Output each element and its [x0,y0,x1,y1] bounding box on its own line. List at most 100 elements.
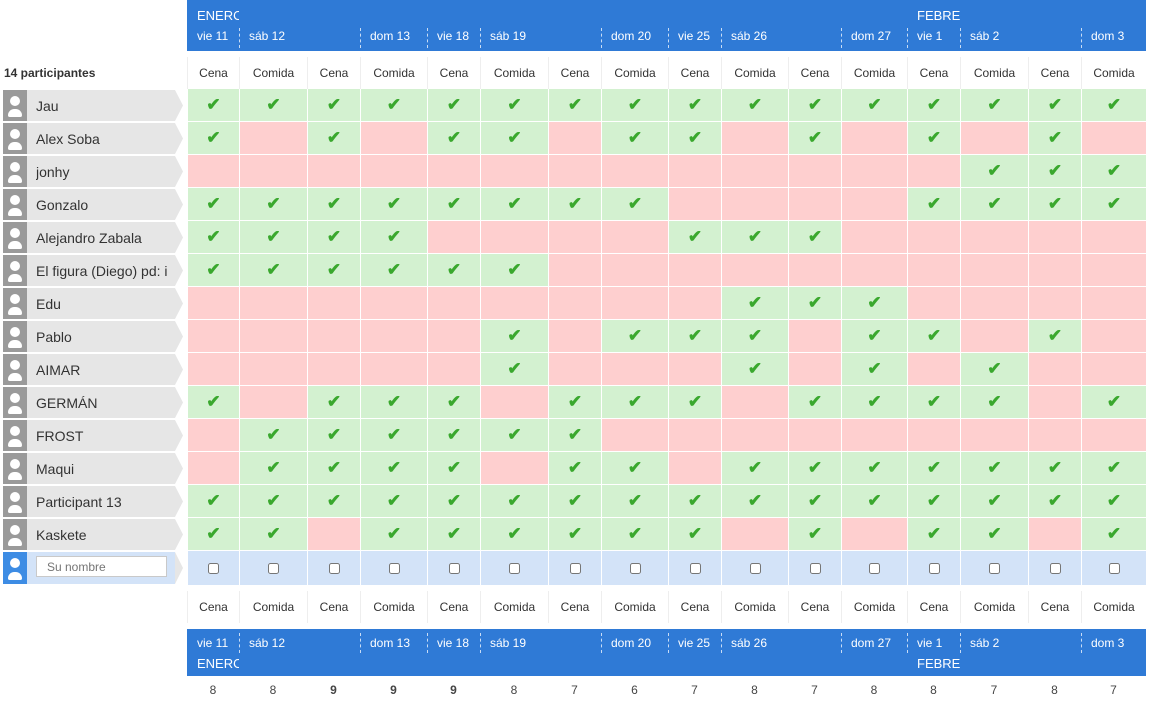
vote-checkbox[interactable] [749,562,761,574]
vote-yes-cell: ✔ [601,518,668,551]
vote-checkbox[interactable] [809,562,821,574]
vote-checkbox[interactable] [689,562,701,574]
footer-day-cell: sáb 19 [480,629,548,676]
vote-checkbox-cell[interactable] [1028,551,1081,585]
header-day-cell: sáb 12 [239,0,307,51]
participant-name-cell[interactable]: Gonzalo [0,188,187,221]
participant-name-cell[interactable]: Participant 13 [0,485,187,518]
vote-checkbox[interactable] [448,562,460,574]
vote-yes-cell: ✔ [480,353,548,386]
check-icon: ✔ [987,458,1002,477]
participant-name-cell[interactable]: Pablo [0,320,187,353]
check-icon: ✔ [687,491,703,510]
check-icon: ✔ [266,491,281,510]
vote-checkbox[interactable] [569,562,581,574]
check-icon: ✔ [386,95,402,114]
vote-yes-cell: ✔ [788,452,841,485]
vote-no-cell [721,518,788,551]
participant-name-cell[interactable]: Edu [0,287,187,320]
vote-no-cell [841,155,907,188]
vote-checkbox[interactable] [989,562,1000,574]
vote-checkbox[interactable] [869,562,880,574]
vote-yes-cell: ✔ [841,353,907,386]
vote-checkbox-cell[interactable] [187,551,239,585]
participant-name-cell[interactable]: GERMÁN [0,386,187,419]
vote-checkbox-cell[interactable] [427,551,480,585]
vote-checkbox-cell[interactable] [960,551,1028,585]
vote-yes-cell: ✔ [307,188,360,221]
participant-name-cell[interactable]: jonhy [0,155,187,188]
vote-yes-cell: ✔ [548,188,601,221]
vote-checkbox-cell[interactable] [601,551,668,585]
vote-yes-cell: ✔ [187,386,239,419]
user-avatar-icon [3,354,27,385]
vote-no-cell [788,155,841,188]
vote-checkbox[interactable] [208,562,219,574]
day-label: dom 20 [611,29,652,43]
vote-no-cell [187,287,239,320]
vote-yes-cell: ✔ [1028,122,1081,155]
day-label: sáb 12 [249,636,286,650]
vote-no-cell [360,155,427,188]
day-label: sáb 12 [249,29,286,43]
vote-no-cell [1028,353,1081,386]
header-day-cell: sáb 26 [721,0,788,51]
day-label: vie 11 [197,636,229,650]
vote-checkbox-cell[interactable] [548,551,601,585]
vote-no-cell [841,254,907,287]
vote-checkbox[interactable] [928,562,940,574]
participant-tab [3,90,175,121]
vote-checkbox[interactable] [1108,562,1120,574]
check-icon: ✔ [987,359,1002,378]
check-icon: ✔ [206,491,221,510]
vote-checkbox-cell[interactable] [668,551,721,585]
vote-checkbox-cell[interactable] [788,551,841,585]
vote-checkbox-cell[interactable] [841,551,907,585]
vote-checkbox-cell[interactable] [1081,551,1146,585]
day-label: dom 27 [851,29,892,43]
participant-name-cell[interactable]: AIMAR [0,353,187,386]
vote-checkbox-cell[interactable] [907,551,960,585]
check-icon: ✔ [1047,326,1063,345]
check-icon: ✔ [867,458,882,477]
meal-label: Cena [788,591,841,623]
vote-checkbox-cell[interactable] [307,551,360,585]
vote-yes-cell: ✔ [307,485,360,518]
participant-name-cell[interactable]: Maqui [0,452,187,485]
participant-name-cell[interactable]: Alex Soba [0,122,187,155]
vote-checkbox[interactable] [629,562,641,574]
check-icon: ✔ [507,128,522,147]
participant-name-cell[interactable]: FROST [0,419,187,452]
vote-checkbox-cell[interactable] [721,551,788,585]
check-icon: ✔ [507,359,522,378]
vote-checkbox-cell[interactable] [480,551,548,585]
participant-name-cell[interactable]: Jau [0,89,187,122]
vote-no-cell [1028,221,1081,254]
participant-tab [3,288,175,319]
participant-name-cell[interactable]: El figura (Diego) pd: i [0,254,187,287]
participant-name: FROST [36,427,84,444]
column-total: 8 [209,683,217,697]
vote-yes-cell: ✔ [1081,386,1146,419]
check-icon: ✔ [987,491,1002,510]
participant-name-cell[interactable]: Alejandro Zabala [0,221,187,254]
vote-checkbox-cell[interactable] [360,551,427,585]
check-icon: ✔ [446,458,462,477]
vote-yes-cell: ✔ [721,353,788,386]
footer-day-cell: dom 20 [601,629,668,676]
new-name-input[interactable] [36,556,167,577]
participant-name-cell[interactable]: Kaskete [0,518,187,551]
vote-checkbox[interactable] [509,562,520,574]
check-icon: ✔ [987,524,1002,543]
vote-no-cell [307,353,360,386]
vote-checkbox[interactable] [388,562,400,574]
day-label: sáb 26 [731,636,768,650]
vote-yes-cell: ✔ [360,452,427,485]
vote-checkbox[interactable] [328,562,340,574]
vote-no-cell [1028,419,1081,452]
vote-checkbox-cell[interactable] [239,551,307,585]
day-label: dom 3 [1091,29,1125,43]
vote-checkbox[interactable] [1049,562,1061,574]
vote-checkbox[interactable] [268,562,279,574]
